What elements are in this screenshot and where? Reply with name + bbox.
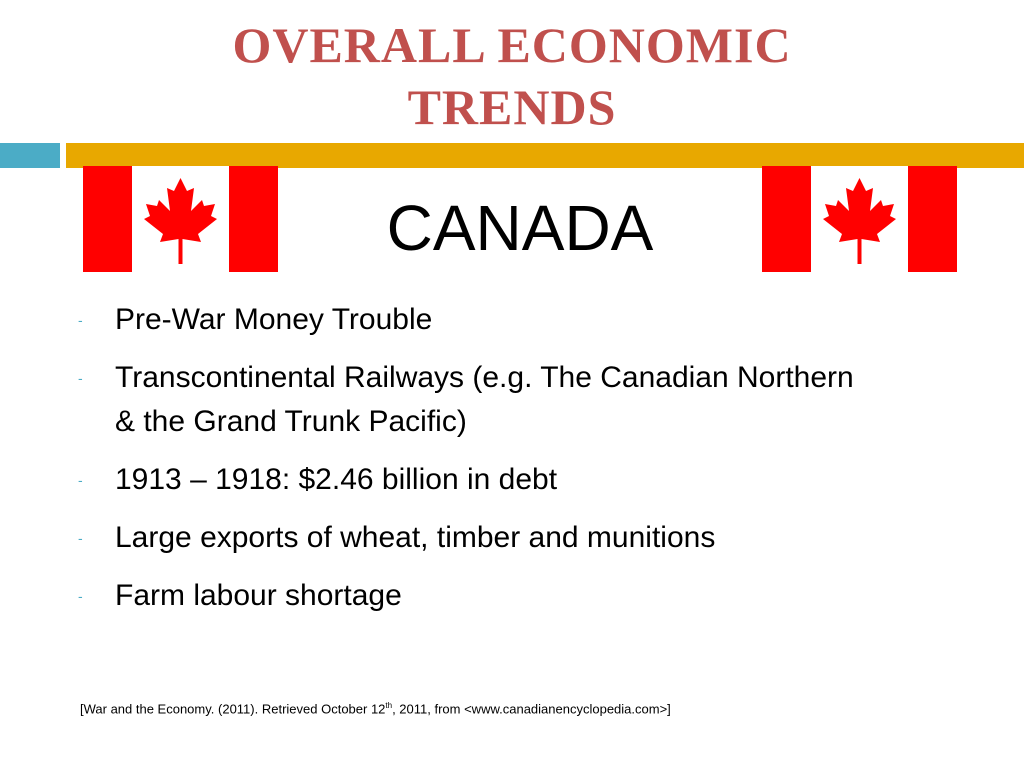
subtitle: CANADA — [386, 192, 654, 264]
bullet-marker: - — [78, 312, 83, 328]
bullet-marker: - — [78, 530, 83, 546]
bullet-item: - Large exports of wheat, timber and muni… — [78, 516, 878, 560]
citation-text: , 2011, from <www.canadianencyclopedia.c… — [392, 701, 671, 717]
canada-flag — [762, 166, 957, 272]
canada-flag — [83, 166, 278, 272]
bullet-item: - Pre-War Money Trouble — [78, 298, 878, 342]
bullet-text: Farm labour shortage — [115, 579, 402, 612]
bullet-marker: - — [78, 472, 83, 488]
slide-title: OVERALL ECONOMIC TRENDS — [0, 14, 1024, 138]
bullet-marker: - — [78, 588, 83, 604]
title-line: OVERALL ECONOMIC — [232, 17, 792, 73]
bullet-item: - 1913 – 1918: $2.46 billion in debt — [78, 458, 878, 502]
bullet-text: Transcontinental Railways (e.g. The Cana… — [115, 361, 854, 438]
citation: [War and the Economy. (2011). Retrieved … — [80, 701, 671, 716]
citation-superscript: th — [385, 701, 393, 710]
bullet-item: - Transcontinental Railways (e.g. The Can… — [78, 356, 878, 444]
bullet-text: 1913 – 1918: $2.46 billion in debt — [115, 463, 558, 496]
accent-bar — [66, 143, 1024, 168]
bullet-list: - Pre-War Money Trouble - Transcontinental … — [78, 298, 878, 632]
accent-bar — [0, 143, 60, 168]
bullet-text: Large exports of wheat, timber and munit… — [115, 521, 716, 554]
bullet-text: Pre-War Money Trouble — [115, 303, 433, 336]
citation-text: [War and the Economy. (2011). Retrieved … — [80, 701, 386, 717]
bullet-item: - Farm labour shortage — [78, 574, 878, 618]
bullet-marker: - — [78, 370, 83, 386]
title-line: TRENDS — [407, 79, 617, 135]
